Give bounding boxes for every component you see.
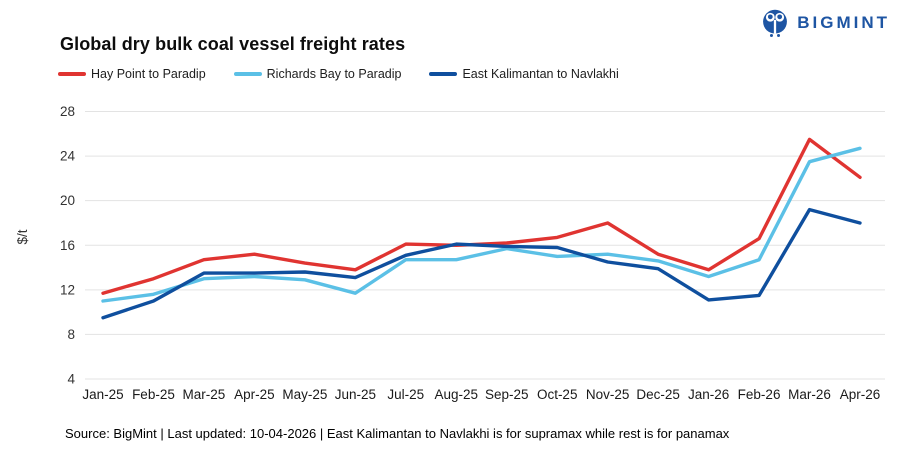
- y-tick-label: 16: [60, 238, 75, 253]
- legend-label-richards-bay: Richards Bay to Paradip: [266, 67, 402, 81]
- page-title: Global dry bulk coal vessel freight rate…: [60, 34, 406, 54]
- legend-swatch-hay-point: [58, 72, 86, 76]
- legend-label-hay-point: Hay Point to Paradip: [91, 67, 206, 81]
- x-tick-label-jul-25: Jul-25: [387, 387, 424, 402]
- series-line-east-kalimantan-to-navlakhi: [101, 207, 862, 320]
- bigmint-logo-text: BIGMINT: [797, 13, 890, 32]
- x-tick-label-jun-25: Jun-25: [335, 387, 376, 402]
- x-tick-label-feb-26: Feb-26: [738, 387, 781, 402]
- legend-label-east-kalimantan: East Kalimantan to Navlakhi: [462, 67, 619, 81]
- x-tick-label-mar-26: Mar-26: [788, 387, 831, 402]
- y-axis-label: $/t: [15, 229, 30, 244]
- bigmint-logo: BIGMINT: [760, 8, 890, 38]
- x-tick-label-jan-26: Jan-26: [688, 387, 729, 402]
- y-tick-label: 28: [60, 104, 75, 119]
- x-tick-label-dec-25: Dec-25: [636, 387, 680, 402]
- x-tick-label-may-25: May-25: [282, 387, 327, 402]
- legend-swatch-east-kalimantan: [429, 72, 458, 76]
- legend-item-east-kalimantan: East Kalimantan to Navlakhi: [429, 67, 619, 81]
- y-tick-label: 8: [67, 327, 75, 342]
- series-line-hay-point-to-paradip: [101, 137, 862, 295]
- y-tick-label: 20: [60, 193, 75, 208]
- y-tick-label: 24: [60, 149, 76, 164]
- x-tick-label-oct-25: Oct-25: [537, 387, 578, 402]
- x-tick-label-feb-25: Feb-25: [132, 387, 175, 402]
- legend-item-richards-bay: Richards Bay to Paradip: [233, 67, 402, 81]
- legend-item-hay-point: Hay Point to Paradip: [58, 67, 206, 81]
- x-tick-label-nov-25: Nov-25: [586, 387, 630, 402]
- x-tick-label-apr-25: Apr-25: [234, 387, 275, 402]
- x-tick-label-jan-25: Jan-25: [82, 387, 123, 402]
- chart-legend: Hay Point to Paradip Richards Bay to Par…: [58, 67, 619, 81]
- legend-swatch-richards-bay: [233, 72, 262, 76]
- source-note: Source: BigMint | Last updated: 10-04-20…: [65, 426, 730, 441]
- x-tick-label-aug-25: Aug-25: [434, 387, 478, 402]
- y-tick-label: 4: [67, 372, 75, 387]
- x-tick-label-sep-25: Sep-25: [485, 387, 529, 402]
- x-tick-label-mar-25: Mar-25: [183, 387, 226, 402]
- y-tick-label: 12: [60, 282, 75, 297]
- series-line-richards-bay-to-paradip: [101, 146, 862, 303]
- bigmint-logo-icon: [763, 9, 788, 38]
- x-tick-label-apr-26: Apr-26: [840, 387, 881, 402]
